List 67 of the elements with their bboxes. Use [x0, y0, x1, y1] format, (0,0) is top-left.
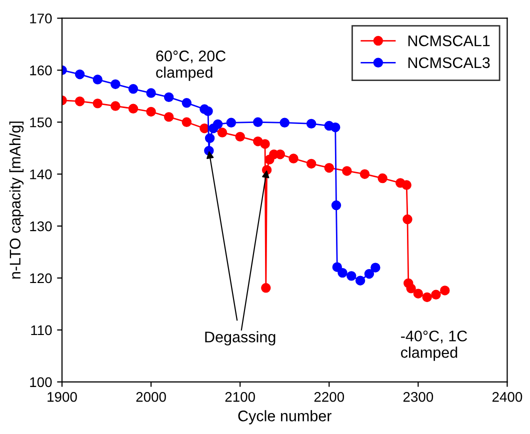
point	[342, 166, 352, 176]
y-tick-label: 100	[30, 377, 52, 388]
point	[406, 284, 416, 294]
point	[280, 118, 290, 128]
point	[370, 262, 380, 272]
point	[402, 180, 412, 190]
y-tick-label: 120	[30, 273, 52, 284]
x-tick-label: 2100	[225, 392, 255, 402]
point	[203, 106, 213, 116]
x-tick-label: 2000	[136, 392, 166, 402]
point	[288, 154, 298, 164]
x-tick-label: 2400	[492, 392, 522, 402]
point	[440, 286, 450, 296]
point	[306, 118, 316, 129]
x-axis-title: Cycle number	[238, 410, 332, 424]
legend-label: NCMSCAL3	[408, 57, 490, 68]
y-tick-label: 150	[30, 117, 52, 128]
point	[74, 96, 85, 106]
y-tick-label: 160	[30, 66, 52, 76]
point	[128, 104, 138, 114]
annotation: Degassing	[205, 331, 276, 346]
point	[413, 288, 424, 298]
annotation: 60°C, 20C clamped	[156, 50, 226, 81]
point	[261, 283, 271, 293]
point	[378, 173, 388, 184]
point	[422, 292, 432, 302]
point	[253, 117, 263, 127]
point	[182, 117, 192, 127]
point	[146, 88, 156, 98]
y-axis-title: n-LTO capacity [mAh/g]	[9, 122, 24, 279]
legend-label: NCMSCAL1	[408, 35, 490, 46]
point	[217, 128, 228, 138]
y-tick-label: 140	[30, 169, 52, 180]
point	[146, 106, 156, 117]
point	[330, 122, 340, 132]
x-tick-label: 2300	[403, 392, 434, 402]
point	[364, 268, 374, 279]
point	[92, 98, 102, 108]
point	[360, 169, 370, 179]
point	[74, 69, 85, 80]
point	[324, 163, 334, 173]
x-tick-label: 2200	[314, 392, 344, 402]
point	[110, 79, 120, 90]
point	[402, 214, 412, 224]
point	[332, 262, 342, 272]
point	[331, 200, 342, 210]
point	[182, 98, 192, 108]
point	[164, 112, 174, 122]
point	[431, 290, 441, 300]
point	[212, 119, 223, 130]
y-tick-label: 130	[30, 221, 52, 232]
point	[260, 139, 270, 149]
point	[164, 92, 174, 102]
y-tick-label: 170	[30, 14, 52, 24]
point	[346, 271, 356, 281]
point	[110, 101, 120, 111]
annotation: -40°C, 1C clamped	[401, 330, 468, 361]
point	[226, 118, 236, 128]
y-tick-label: 110	[31, 325, 52, 336]
point	[128, 84, 138, 94]
x-tick-label: 1900	[48, 392, 77, 402]
point	[235, 132, 245, 142]
point	[338, 268, 348, 278]
point	[306, 158, 316, 169]
point	[204, 133, 215, 144]
point	[355, 276, 366, 286]
point	[92, 74, 102, 84]
